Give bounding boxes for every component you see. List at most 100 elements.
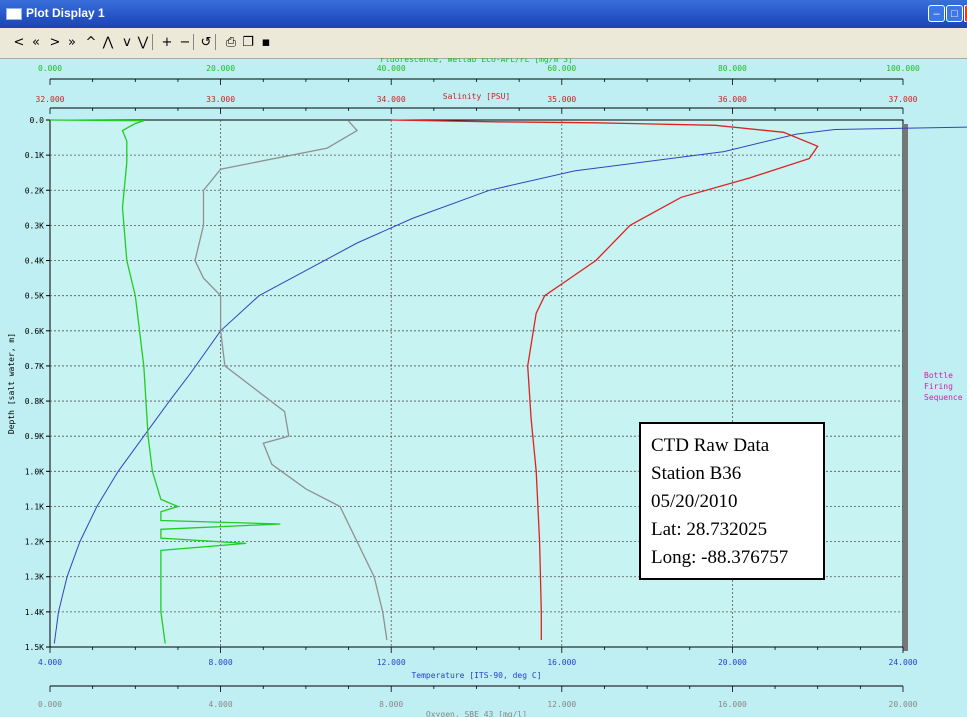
x-tick-label-sal: 37.000 [889,95,918,104]
y-tick-label: 1.3K [25,573,44,582]
first-button[interactable]: < [10,33,28,53]
save-button[interactable]: ▪ [257,33,275,53]
copy-button[interactable]: ❐ [239,33,257,53]
x-tick-label-sal: 33.000 [206,95,235,104]
print-icon: ⎙ [225,35,237,50]
series-line-fluor [49,119,281,644]
app-icon [6,8,22,20]
y-tick-label: 0.1K [25,151,44,160]
x-tick-label-oxy: 4.000 [209,700,233,709]
y-tick-label: 0.5K [25,292,44,301]
zoom-in-icon: + [161,35,173,50]
y-tick-label: 0.3K [25,221,44,230]
x-tick-label-fluor: 100.000 [886,64,920,73]
x-tick-label-sal: 36.000 [718,95,747,104]
x-tick-label-sal: 35.000 [547,95,576,104]
x-tick-label-temp: 20.000 [718,658,747,667]
series-line-temp [53,126,967,644]
undo-button[interactable]: ↺ [197,33,215,53]
maximize-button[interactable]: □ [946,5,963,22]
info-date: 05/20/2010 [651,491,738,512]
forward-button[interactable]: > [46,33,64,53]
toolbar: < « > » ^ ⋀ v ⋁ + − ↺ ⎙ ❐ ▪ [0,28,967,59]
x-tick-label-oxy: 12.000 [547,700,576,709]
info-latitude: Lat: 28.732025 [651,519,768,540]
x-axis-label-sal: Salinity [PSU] [443,92,510,101]
info-title: CTD Raw Data [651,435,770,456]
y-axis-label: Depth [salt water, m] [7,333,16,434]
x-tick-label-oxy: 16.000 [718,700,747,709]
y-tick-label: 1.0K [25,467,44,476]
series-line-oxy [194,120,388,641]
x-tick-label-sal: 34.000 [377,95,406,104]
y-tick-label: 1.5K [25,643,44,652]
page-down-icon: ⋁ [137,35,149,50]
page-down-button[interactable]: ⋁ [134,33,152,53]
page-up-button[interactable]: ⋀ [99,33,117,53]
fast-forward-button[interactable]: » [63,33,81,53]
info-station: Station B36 [651,463,742,484]
y-tick-label: 0.0 [30,116,45,125]
toolbar-separator [215,34,216,50]
y-tick-label: 0.9K [25,432,44,441]
y-tick-label: 1.4K [25,608,44,617]
page-up-icon: ⋀ [102,35,114,50]
y-tick-label: 0.4K [25,257,44,266]
plot-shadow [903,124,908,651]
x-axis-label-fluor: Fluorescence, Wetlab ECO-AFL/FL [mg/m^3] [380,58,573,64]
y-tick-label: 0.6K [25,327,44,336]
x-tick-label-temp: 4.000 [38,658,62,667]
info-longitude: Long: -88.376757 [651,547,789,568]
bottle-label-line2: Firing [924,382,953,391]
rewind-button[interactable]: « [27,33,45,53]
close-button[interactable] [964,5,967,22]
down-button[interactable]: v [118,33,136,53]
up-icon: ^ [85,35,97,50]
x-tick-label-oxy: 8.000 [379,700,403,709]
zoom-out-button[interactable]: − [176,33,194,53]
x-tick-label-sal: 32.000 [36,95,65,104]
undo-icon: ↺ [200,35,212,50]
window-title: Plot Display 1 [26,6,105,20]
y-tick-label: 0.2K [25,186,44,195]
minimize-button[interactable]: – [928,5,945,22]
title-bar[interactable]: Plot Display 1 – □ [0,0,967,28]
x-axis-label-oxy: Oxygen, SBE 43 [mg/l] [426,710,527,717]
toolbar-separator [193,34,194,50]
x-tick-label-oxy: 0.000 [38,700,62,709]
print-button[interactable]: ⎙ [222,33,240,53]
down-icon: v [123,35,131,50]
y-tick-label: 0.8K [25,397,44,406]
bottle-label-line1: Bottle [924,371,953,380]
forward-icon: > [49,35,61,50]
x-tick-label-temp: 12.000 [377,658,406,667]
zoom-out-icon: − [179,35,191,50]
save-icon: ▪ [261,35,271,50]
copy-icon: ❐ [242,35,254,50]
fast-forward-icon: » [68,35,76,50]
station-info-box: CTD Raw Data Station B36 05/20/2010 Lat:… [639,422,825,580]
x-tick-label-fluor: 60.000 [547,64,576,73]
x-tick-label-fluor: 40.000 [377,64,406,73]
x-tick-label-fluor: 80.000 [718,64,747,73]
rewind-icon: « [32,35,40,50]
x-tick-label-temp: 8.000 [209,658,233,667]
x-tick-label-fluor: 20.000 [206,64,235,73]
up-button[interactable]: ^ [82,33,100,53]
y-tick-label: 0.7K [25,362,44,371]
y-tick-label: 1.2K [25,538,44,547]
bottle-firing-label: Bottle Firing Sequence [924,370,963,403]
y-tick-label: 1.1K [25,502,44,511]
series-line-sal [391,119,819,640]
bottle-label-line3: Sequence [924,393,963,402]
x-tick-label-oxy: 20.000 [889,700,918,709]
first-icon: < [13,35,25,50]
zoom-in-button[interactable]: + [158,33,176,53]
toolbar-separator [152,34,153,50]
x-tick-label-fluor: 0.000 [38,64,62,73]
x-axis-label-temp: Temperature [ITS-90, deg C] [411,671,541,680]
x-tick-label-temp: 24.000 [889,658,918,667]
ctd-plot: 0.0 0.1K 0.2K 0.3K 0.4K 0.5K 0.6K 0.7K 0.8K 0.9K 1… [7,58,967,717]
x-tick-label-temp: 16.000 [547,658,576,667]
